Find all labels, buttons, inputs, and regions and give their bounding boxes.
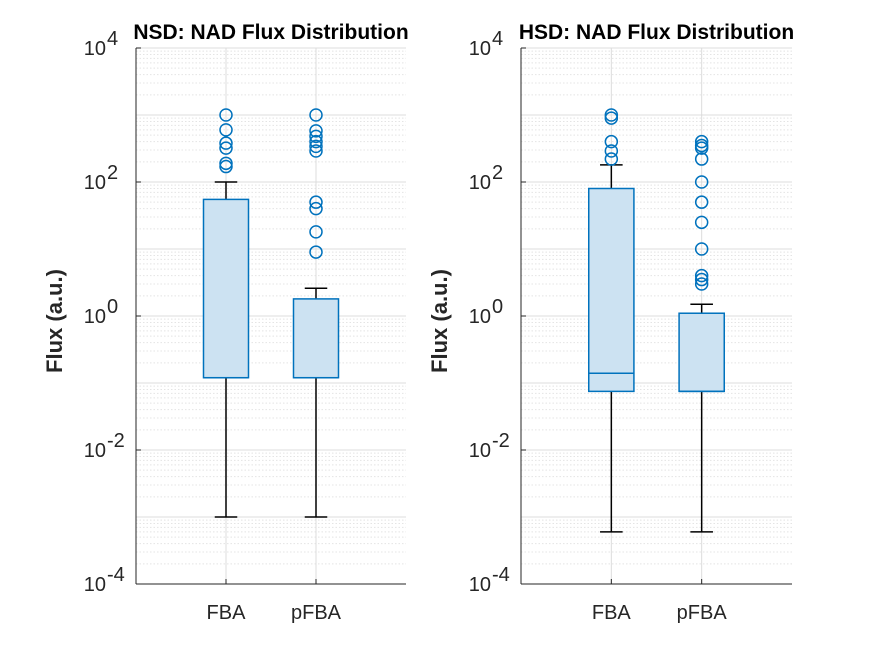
y-tick-label-exponent: -2 bbox=[492, 430, 510, 452]
y-tick-label-exponent: -4 bbox=[107, 564, 125, 586]
outlier-point bbox=[219, 136, 233, 150]
outlier-point bbox=[309, 139, 323, 154]
y-tick-label: 10 bbox=[84, 574, 106, 596]
outlier-point bbox=[309, 108, 323, 122]
outlier-point bbox=[309, 144, 323, 158]
outlier-point bbox=[694, 195, 709, 209]
outlier-point bbox=[309, 201, 323, 216]
outlier-point bbox=[309, 195, 323, 209]
outlier-point bbox=[604, 152, 619, 166]
outlier-point bbox=[309, 124, 323, 138]
x-tick-label-fba: FBA bbox=[592, 602, 632, 624]
x-tick-label-pfba: pFBA bbox=[291, 602, 342, 624]
iqr-box bbox=[678, 312, 725, 393]
outlier-point bbox=[694, 175, 709, 189]
panel-title: HSD: NAD Flux Distribution bbox=[519, 21, 794, 44]
outlier-point bbox=[604, 111, 619, 125]
y-tick-label: 10 bbox=[469, 574, 491, 596]
box-fba bbox=[202, 108, 250, 518]
outlier-point bbox=[694, 215, 709, 230]
y-axis-label: Flux (a.u.) bbox=[42, 269, 67, 373]
outlier-point bbox=[694, 268, 709, 283]
outlier-point bbox=[309, 129, 323, 144]
y-tick-label-exponent: 2 bbox=[107, 162, 118, 184]
outlier-point bbox=[694, 272, 709, 287]
iqr-box bbox=[202, 198, 250, 379]
x-tick-label-pfba: pFBA bbox=[677, 602, 728, 624]
outlier-point bbox=[219, 156, 233, 171]
y-axis-label: Flux (a.u.) bbox=[427, 269, 452, 373]
y-tick-label-exponent: 0 bbox=[107, 296, 118, 318]
y-tick-label-exponent: 0 bbox=[492, 296, 503, 318]
outlier-point bbox=[219, 123, 233, 137]
y-tick-label: 10 bbox=[84, 306, 106, 328]
outlier-point bbox=[309, 245, 323, 259]
iqr-box bbox=[588, 187, 635, 393]
outlier-point bbox=[694, 141, 709, 155]
y-tick-label-exponent: 4 bbox=[492, 28, 503, 50]
outlier-point bbox=[694, 242, 709, 256]
outlier-point bbox=[309, 225, 323, 239]
y-tick-label: 10 bbox=[84, 172, 106, 194]
box-fba bbox=[588, 108, 635, 533]
y-tick-label: 10 bbox=[469, 38, 491, 60]
y-tick-label: 10 bbox=[84, 38, 106, 60]
y-tick-label: 10 bbox=[469, 440, 491, 462]
y-tick-label-exponent: 4 bbox=[107, 28, 118, 50]
outlier-point bbox=[604, 134, 619, 149]
outlier-point bbox=[694, 134, 709, 149]
outlier-point bbox=[219, 108, 233, 122]
y-tick-label-exponent: -4 bbox=[492, 564, 510, 586]
y-tick-label: 10 bbox=[469, 306, 491, 328]
outlier-point bbox=[309, 134, 323, 149]
y-tick-label-exponent: -2 bbox=[107, 430, 125, 452]
y-tick-label: 10 bbox=[84, 440, 106, 462]
outlier-point bbox=[219, 159, 233, 174]
outlier-point bbox=[604, 144, 619, 158]
outlier-point bbox=[219, 141, 233, 155]
box-pfba bbox=[678, 134, 725, 533]
y-tick-label: 10 bbox=[469, 172, 491, 194]
outlier-point bbox=[694, 152, 709, 166]
iqr-box bbox=[292, 298, 340, 379]
x-tick-label-fba: FBA bbox=[207, 602, 247, 624]
y-tick-label-exponent: 2 bbox=[492, 162, 503, 184]
panel-title: NSD: NAD Flux Distribution bbox=[133, 21, 408, 44]
box-pfba bbox=[292, 108, 340, 518]
outlier-point bbox=[694, 277, 709, 291]
